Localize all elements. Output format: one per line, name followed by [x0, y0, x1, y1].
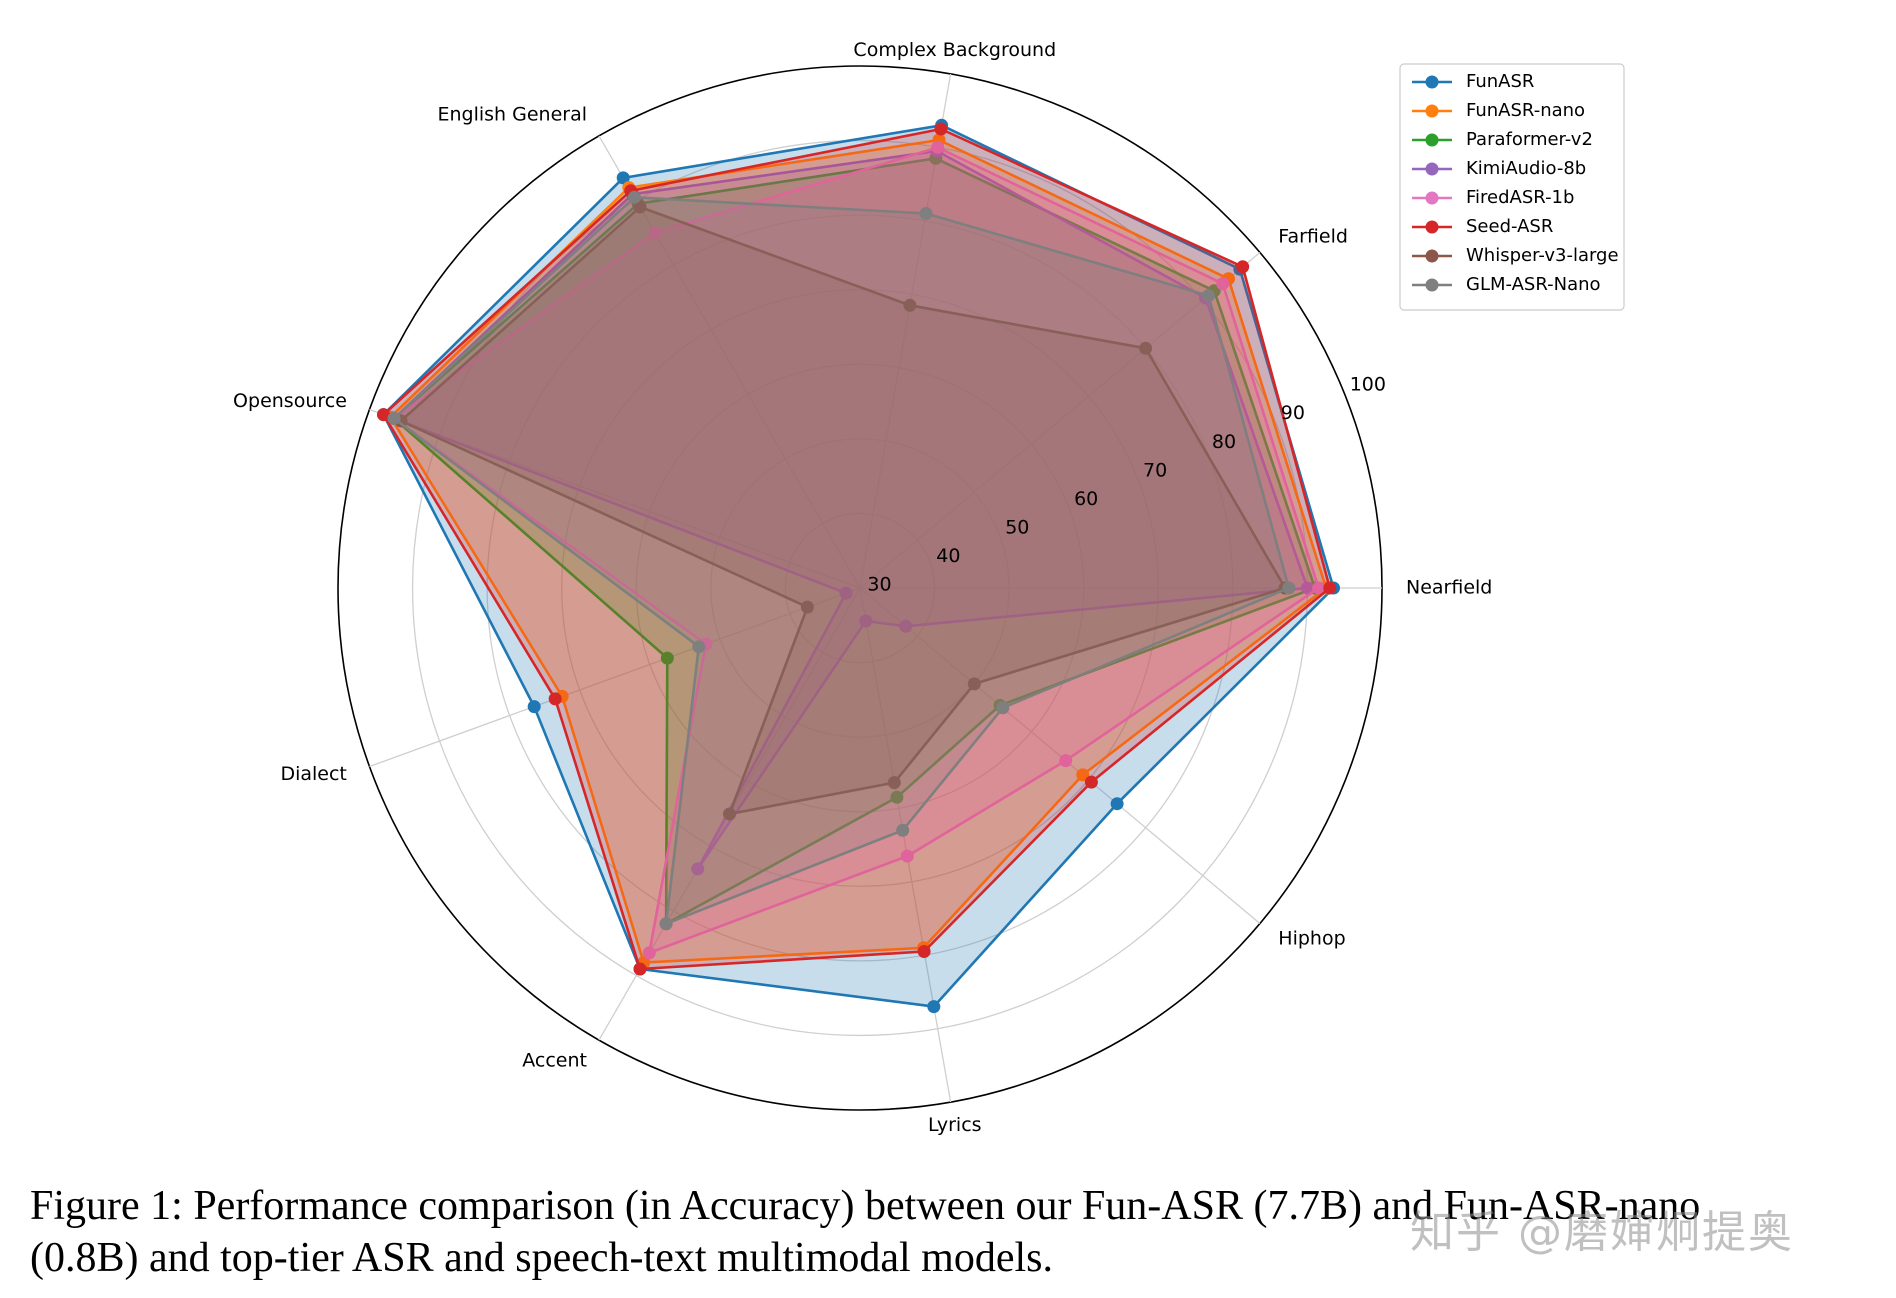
point-glm-asr-nano-accent — [659, 917, 673, 931]
legend-label-firedasr-1b: FiredASR-1b — [1466, 187, 1574, 208]
series-whisper-v3-large — [399, 205, 1287, 816]
legend-label-paraformer-v2: Paraformer-v2 — [1466, 129, 1593, 150]
point-seed-asr-dialect — [548, 692, 562, 706]
tick-label-40: 40 — [936, 545, 960, 567]
legend-marker-glm-asr-nano — [1425, 278, 1439, 292]
point-glm-asr-nano-hiphop — [996, 701, 1010, 715]
point-glm-asr-nano-english-general — [627, 190, 641, 204]
tick-label-50: 50 — [1005, 516, 1029, 538]
point-glm-asr-nano-nearfield — [1282, 581, 1296, 595]
caption-line-1: Figure 1: Performance comparison (in Acc… — [30, 1183, 1701, 1229]
point-kimiaudio-8b-hiphop — [899, 619, 913, 633]
point-firedasr-1b-complex-background — [931, 140, 945, 154]
axis-label-lyrics: Lyrics — [928, 1114, 982, 1136]
legend-marker-whisper-v3-large — [1425, 249, 1439, 263]
point-whisper-v3-large-accent — [723, 807, 736, 821]
tick-label-80: 80 — [1212, 431, 1236, 453]
point-firedasr-1b-lyrics — [900, 849, 914, 863]
axis-label-farfield: Farfield — [1278, 226, 1348, 248]
point-kimiaudio-8b-dialect — [839, 586, 853, 600]
point-whisper-v3-large-complex-background — [903, 298, 917, 312]
tick-label-30: 30 — [867, 573, 891, 595]
point-whisper-v3-large-lyrics — [887, 776, 901, 790]
axis-label-nearfield: Nearfield — [1406, 577, 1492, 599]
point-glm-asr-nano-dialect — [692, 640, 706, 654]
figure-caption: Figure 1: Performance comparison (in Acc… — [30, 1180, 1880, 1284]
legend: FunASR FunASR-nano Paraformer-v2 KimiAudio-… — [1399, 63, 1625, 311]
legend-marker-kimiaudio-8b — [1425, 162, 1439, 176]
legend-label-whisper-v3-large: Whisper-v3-large — [1466, 245, 1619, 266]
point-funasr-lyrics — [927, 1000, 941, 1014]
point-kimiaudio-8b-accent — [691, 862, 705, 876]
point-glm-asr-nano-lyrics — [896, 823, 910, 837]
point-whisper-v3-large-english-general — [633, 200, 647, 214]
legend-box — [1399, 63, 1625, 311]
series-kimiaudio-8b — [392, 149, 1309, 871]
radar-series — [377, 118, 1340, 1014]
point-whisper-v3-large-hiphop — [967, 677, 981, 691]
series-firedasr-1b — [392, 146, 1320, 955]
series-funasr-nano — [389, 138, 1328, 964]
point-firedasr-1b-english-general — [648, 226, 662, 240]
point-glm-asr-nano-farfield — [1202, 289, 1215, 303]
point-seed-asr-lyrics — [917, 945, 931, 958]
axis-label-accent: Accent — [522, 1049, 587, 1071]
tick-label-60: 60 — [1074, 488, 1098, 510]
series-paraformer-v2 — [392, 157, 1317, 926]
series-glm-asr-nano — [392, 196, 1291, 926]
axis-label-english-general: English General — [437, 104, 587, 126]
point-kimiaudio-8b-lyrics — [859, 614, 873, 628]
point-funasr-hiphop — [1110, 797, 1124, 811]
watermark: 知乎 @磨婶炯提奥 — [1410, 1207, 1794, 1258]
point-whisper-v3-large-farfield — [1139, 341, 1153, 355]
point-seed-asr-accent — [633, 962, 647, 976]
legend-label-seed-asr: Seed-ASR — [1466, 216, 1553, 237]
legend-label-glm-asr-nano: GLM-ASR-Nano — [1466, 274, 1601, 295]
axis-label-opensource: Opensource — [233, 390, 347, 412]
point-funasr-english-general — [616, 171, 630, 185]
legend-label-kimiaudio-8b: KimiAudio-8b — [1466, 158, 1586, 179]
spoke-farfield — [859, 251, 1261, 589]
tick-label-90: 90 — [1281, 402, 1305, 424]
spoke-dialect — [369, 587, 861, 768]
point-seed-asr-complex-background — [934, 122, 948, 136]
tick-label-70: 70 — [1143, 459, 1167, 481]
point-seed-asr-nearfield — [1323, 581, 1337, 595]
point-seed-asr-opensource — [377, 408, 390, 422]
legend-marker-firedasr-1b — [1425, 191, 1439, 205]
point-whisper-v3-large-dialect — [800, 600, 814, 614]
point-seed-asr-farfield — [1236, 260, 1250, 274]
point-paraformer-v2-lyrics — [890, 790, 904, 804]
tick-label-100: 100 — [1350, 374, 1386, 396]
legend-marker-paraformer-v2 — [1425, 133, 1439, 147]
point-glm-asr-nano-complex-background — [919, 207, 933, 220]
point-funasr-dialect — [527, 700, 541, 714]
point-firedasr-1b-hiphop — [1059, 754, 1073, 768]
point-kimiaudio-8b-nearfield — [1300, 581, 1314, 595]
legend-marker-seed-asr — [1425, 220, 1439, 234]
point-glm-asr-nano-opensource — [387, 411, 401, 425]
legend-marker-funasr-nano — [1425, 104, 1439, 118]
axis-label-complex-background: Complex Background — [853, 39, 1056, 61]
legend-label-funasr-nano: FunASR-nano — [1466, 100, 1585, 121]
spoke-hiphop — [859, 587, 1261, 925]
point-firedasr-1b-farfield — [1216, 277, 1230, 291]
spoke-lyrics — [859, 587, 952, 1103]
point-seed-asr-hiphop — [1084, 775, 1098, 789]
axis-label-hiphop: Hiphop — [1278, 928, 1345, 950]
point-funasr-nano-hiphop — [1076, 768, 1090, 782]
caption-line-2: (0.8B) and top-tier ASR and speech-text … — [30, 1235, 1053, 1281]
axis-label-dialect: Dialect — [280, 763, 346, 785]
radar-labels: 30 40 50 60 70 80 90 100 Nearfield Farfield Comple… — [233, 39, 1492, 1136]
point-firedasr-1b-nearfield — [1312, 581, 1326, 595]
legend-label-funasr: FunASR — [1466, 71, 1534, 92]
legend-marker-funasr — [1425, 75, 1439, 89]
point-paraformer-v2-dialect — [660, 651, 674, 665]
point-firedasr-1b-accent — [642, 946, 656, 960]
